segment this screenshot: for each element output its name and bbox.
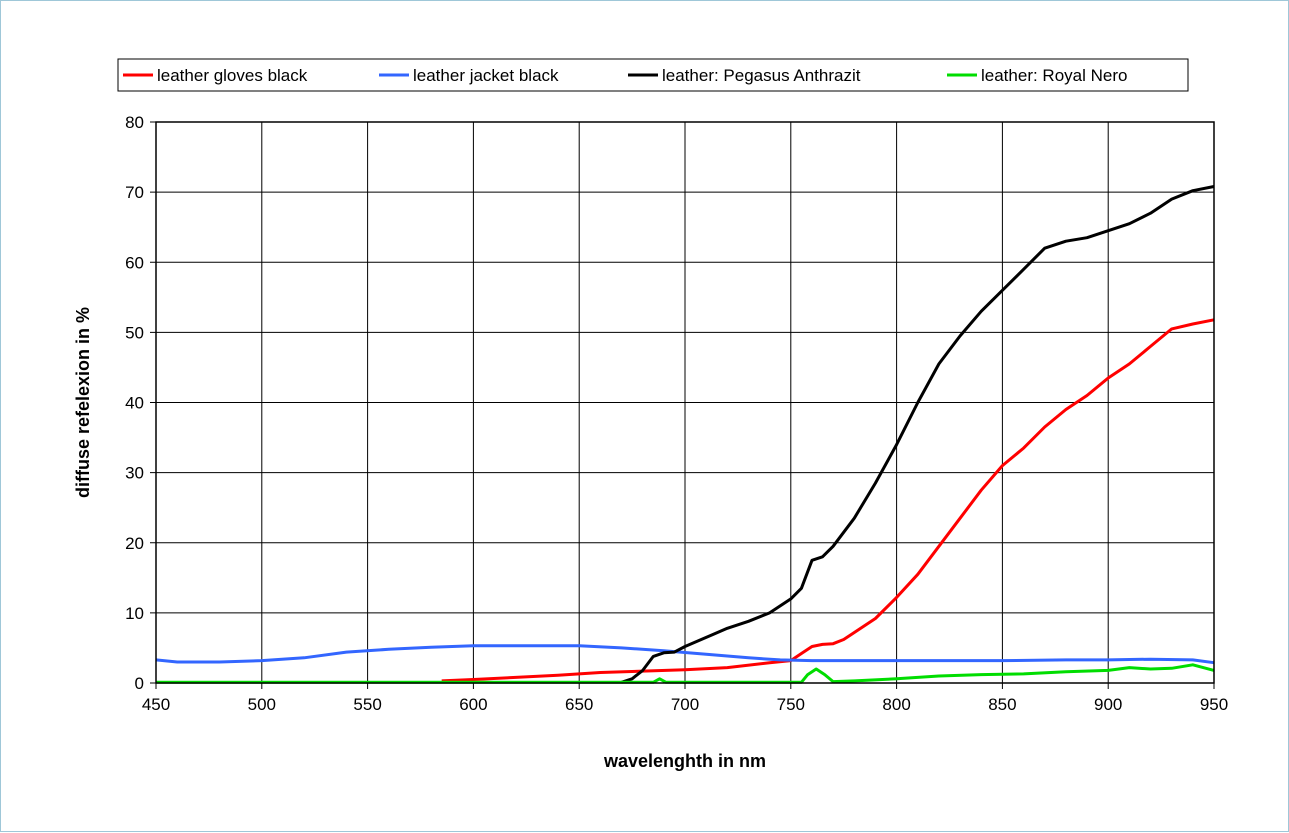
- y-axis-title: diffuse refelexion in %: [73, 307, 93, 498]
- y-tick-label-40: 40: [125, 394, 144, 413]
- x-axis-title: wavelenghth in nm: [603, 751, 766, 771]
- x-tick-label-900: 900: [1094, 695, 1122, 714]
- series-line-3: [621, 185, 1215, 684]
- legend-label-2: leather jacket black: [413, 66, 559, 85]
- legend: leather gloves black leather jacket black…: [117, 58, 1189, 92]
- series-line-2: [155, 644, 1215, 665]
- y-tick-label-80: 80: [125, 113, 144, 132]
- x-tick-label-700: 700: [671, 695, 699, 714]
- y-tick-label-10: 10: [125, 604, 144, 623]
- legend-label-1: leather gloves black: [157, 66, 308, 85]
- x-tick-label-500: 500: [248, 695, 276, 714]
- x-tick-label-650: 650: [565, 695, 593, 714]
- y-tick-label-20: 20: [125, 534, 144, 553]
- x-tick-label-450: 450: [142, 695, 170, 714]
- axes: [150, 121, 1215, 689]
- legend-label-3: leather: Pegasus Anthrazit: [662, 66, 861, 85]
- x-tick-label-800: 800: [882, 695, 910, 714]
- tick-labels: 450 500 550 600 650 700 750 800 850 900 950 0 10 20 30…: [125, 113, 1228, 714]
- y-tick-label-30: 30: [125, 464, 144, 483]
- x-tick-label-850: 850: [988, 695, 1016, 714]
- y-tick-label-0: 0: [135, 674, 144, 693]
- x-tick-label-750: 750: [777, 695, 805, 714]
- x-tick-label-550: 550: [353, 695, 381, 714]
- legend-label-4: leather: Royal Nero: [981, 66, 1127, 85]
- y-tick-label-60: 60: [125, 253, 144, 272]
- series-line-1: [441, 318, 1215, 683]
- x-tick-label-600: 600: [459, 695, 487, 714]
- y-tick-label-70: 70: [125, 183, 144, 202]
- x-tick-label-950: 950: [1200, 695, 1228, 714]
- y-tick-label-50: 50: [125, 323, 144, 342]
